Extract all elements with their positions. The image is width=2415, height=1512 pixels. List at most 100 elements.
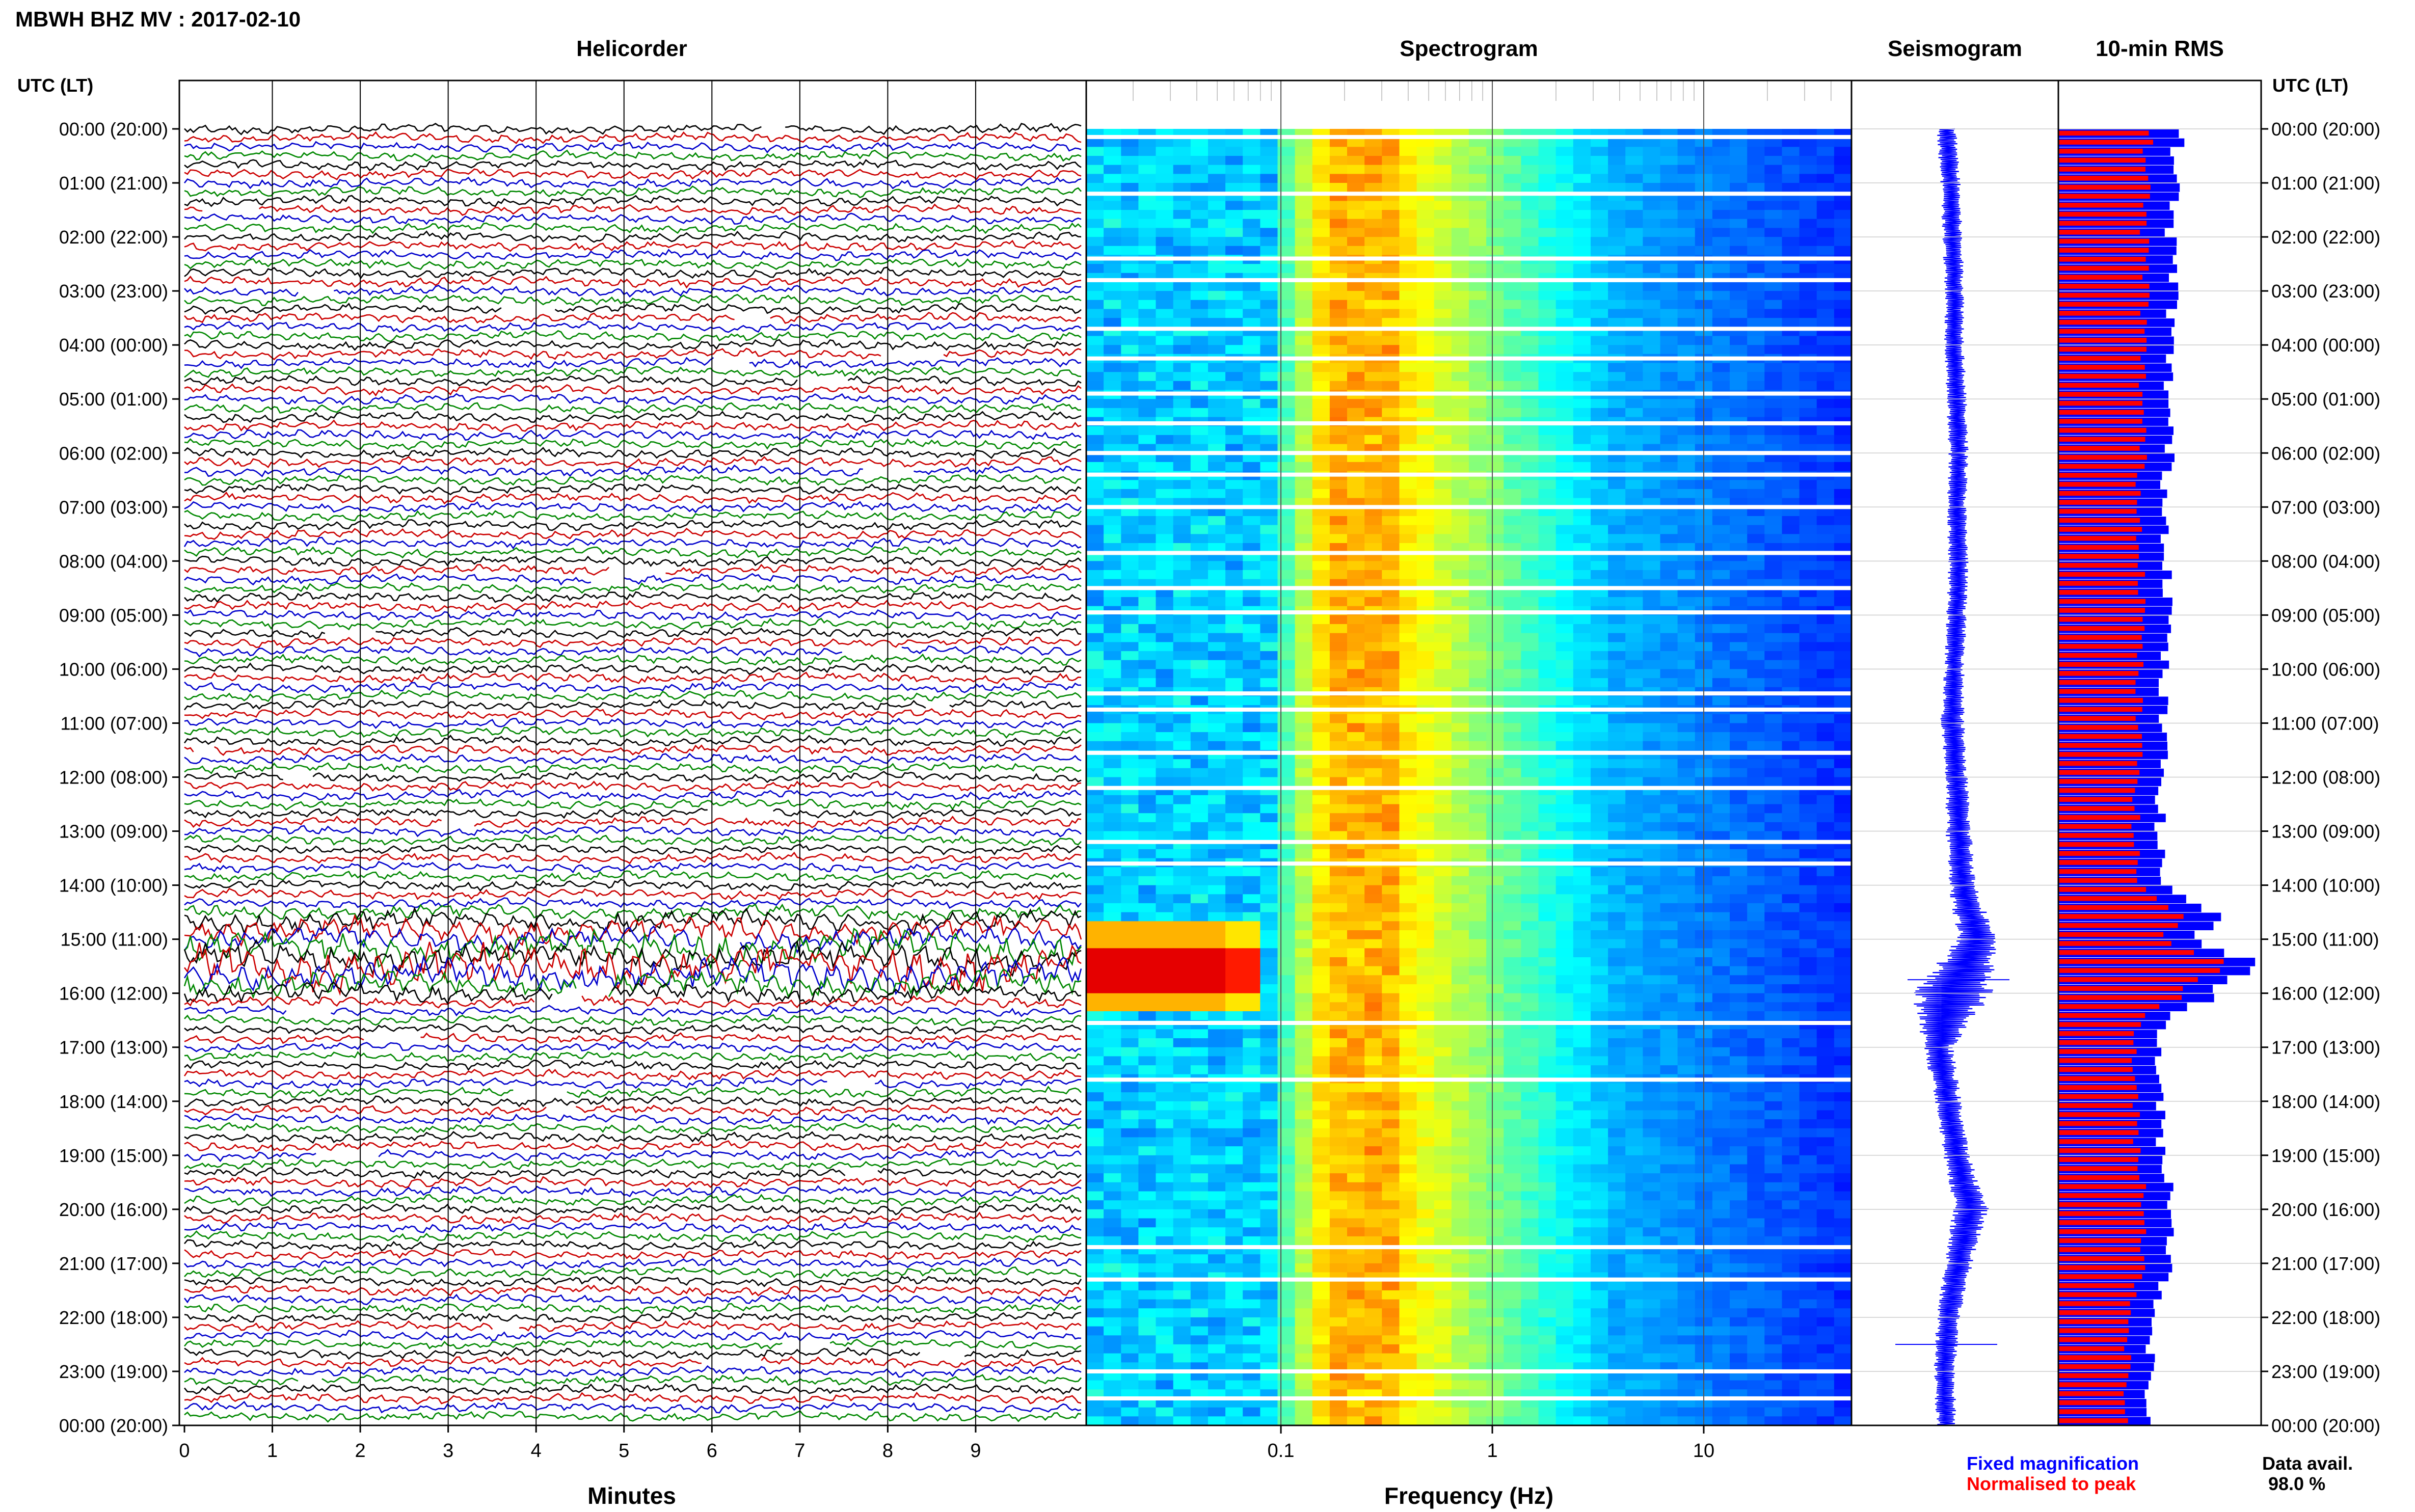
spectrogram-cell [1225,651,1243,661]
spectrogram-cell [1538,777,1557,787]
spectrogram-cell [1504,768,1521,778]
spectrogram-cell [1434,1011,1452,1021]
spectrogram-cell [1730,435,1748,445]
spectrogram-cell [1608,561,1626,571]
spectrogram-cell [1121,174,1139,183]
spectrogram-cell [1573,1128,1591,1138]
spectrogram-cell [1660,669,1678,679]
spectrogram-cell [1399,588,1417,598]
spectrogram-cell [1243,1056,1260,1066]
spectrogram-cell [1173,363,1191,372]
spectrogram-cell [1486,795,1504,805]
spectrogram-cell [1312,291,1330,301]
spectrogram-cell [1782,138,1800,147]
spectrogram-cell [1243,876,1260,886]
spectrogram-cell [1104,282,1121,291]
spectrogram-cell [1156,723,1174,733]
spectrogram-cell [1591,363,1608,372]
spectrogram-cell [1712,948,1730,958]
spectrogram-cell [1138,1119,1157,1129]
spectrogram-cell [1712,1137,1730,1147]
spectrogram-cell [1277,642,1296,652]
spectrogram-cell [1347,1110,1365,1120]
spectrogram-cell [1382,174,1400,183]
spectrogram-cell [1451,993,1469,1003]
spectrogram-cell [1625,867,1643,877]
spectrogram-cell [1225,462,1243,472]
spectrogram-cell [1764,813,1782,823]
spectrogram-cell [1156,894,1174,904]
spectrogram-cell [1486,615,1504,625]
spectrogram-cell [1104,1146,1121,1156]
spectrogram-cell [1764,381,1782,391]
spectrogram-cell [1469,1137,1487,1147]
spectrogram-cell [1434,993,1452,1003]
spectrogram-cell [1521,732,1539,742]
spectrogram-cell [1295,291,1313,301]
spectrogram-cell [1677,741,1696,751]
spectrogram-cell [1677,1029,1696,1039]
spectrogram-cell [1399,912,1417,922]
spectrogram-cell [1591,651,1608,661]
spectrogram-cell [1486,156,1504,166]
spectrogram-cell [1573,795,1591,805]
spectrogram-cell [1834,1038,1852,1048]
spectrogram-cell [1521,1065,1539,1075]
spectrogram-cell [1416,219,1435,228]
spectrogram-cell [1416,642,1435,652]
spectrogram-cell [1243,741,1260,751]
spectrogram-cell [1329,156,1348,166]
spectrogram-cell [1173,534,1191,544]
spectrogram-cell [1521,777,1539,787]
spectrogram-cell [1486,912,1504,922]
spectrogram-cell [1555,228,1574,237]
spectrogram-cell [1799,489,1817,499]
spectrogram-cell [1591,723,1608,733]
spectrogram-cell [1312,300,1330,310]
spectrogram-cell [1173,1101,1191,1111]
spectrogram-cell [1643,138,1661,147]
spectrogram-cell [1260,525,1278,534]
spectrogram-cell [1451,183,1469,193]
spectrogram-cell [1104,1056,1121,1066]
spectrogram-cell [1782,1092,1800,1102]
spectrogram-cell [1295,615,1313,625]
spectrogram-cell [1504,363,1521,372]
spectrogram-cell [1225,174,1243,183]
spectrogram-cell [1312,1119,1330,1129]
spectrogram-cell [1677,570,1696,580]
spectrogram-cell [1608,237,1626,247]
spectrogram-cell [1608,156,1626,166]
spectrogram-cell [1573,1065,1591,1075]
spectrogram-cell [1225,993,1243,1003]
spectrogram-cell [1799,894,1817,904]
spectrogram-cell [1156,624,1174,634]
spectrogram-cell [1834,543,1852,553]
spectrogram-cell [1834,246,1852,256]
spectrogram-cell [1104,489,1121,499]
spectrogram-cell [1486,246,1504,256]
spectrogram-cell [1416,300,1435,310]
spectrogram-cell [1677,264,1696,274]
spectrogram-cell [1243,174,1260,183]
spectrogram-cell [1764,885,1782,895]
spectrogram-cell [1277,597,1296,607]
spectrogram-cell [1643,183,1661,193]
spectrogram-cell [1190,1110,1209,1120]
spectrogram-cell [1660,660,1678,669]
spectrogram-cell [1173,849,1191,859]
spectrogram-cell [1799,597,1817,607]
spectrogram-cell [1486,345,1504,355]
spectrogram-cell [1782,1011,1800,1021]
spectrogram-cell [1329,957,1348,967]
spectrogram-cell [1364,210,1382,220]
spectrogram-cell [1277,669,1296,679]
spectrogram-cell [1260,1110,1278,1120]
spectrogram-cell [1504,219,1521,228]
spectrogram-cell [1730,642,1748,652]
spectrogram-cell [1591,732,1608,742]
spectrogram-cell [1573,309,1591,318]
spectrogram-cell [1834,201,1852,210]
spectrogram-cell [1295,1047,1313,1057]
spectrogram-cell [1295,147,1313,156]
